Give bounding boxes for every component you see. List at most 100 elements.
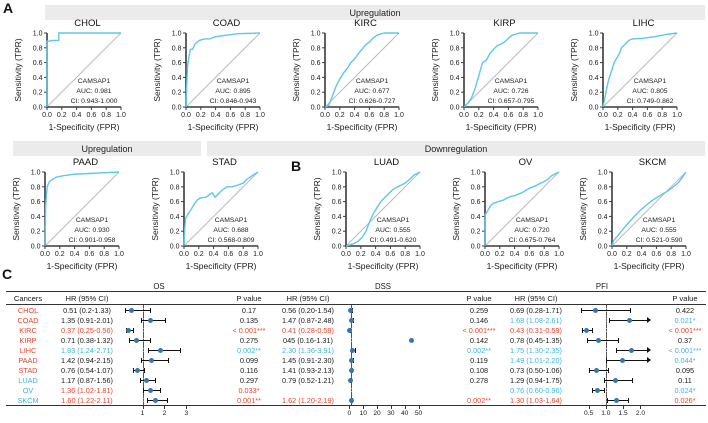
y-tick-label: 0.8 — [311, 45, 321, 52]
axis-tick — [588, 406, 590, 409]
x-tick-label: 0.4 — [70, 251, 80, 258]
p-value: 0.095 — [675, 365, 695, 375]
auc-label: AUC: 0.688 — [213, 227, 248, 234]
y-tick-label: 1.0 — [589, 31, 599, 38]
axis-spacer — [498, 405, 574, 422]
y-axis-label: Sensitivity (TPR) — [312, 177, 322, 240]
hr-value: 0.71 (0.38-1.32) — [61, 335, 113, 345]
forest-plot-cell-os — [124, 345, 230, 355]
p-value: 0.37 — [677, 335, 693, 345]
x-tick-label: 0.8 — [238, 251, 248, 258]
hr-point — [594, 367, 599, 373]
forest-plot-cell-pfi — [574, 365, 664, 375]
hr-value: 0.37 (0.25-0.56) — [61, 325, 113, 335]
ci-cap-low — [586, 337, 588, 343]
ci-cap-low — [132, 367, 134, 373]
gene-label: CAMSAP1 — [634, 78, 667, 85]
x-tick-label: 0.6 — [643, 112, 653, 119]
ci-cap-low — [608, 317, 610, 323]
axis-tick-label: 40 — [401, 410, 409, 417]
y-tick-label: 0.0 — [471, 244, 481, 251]
forest-plot-cell-pfi — [574, 345, 664, 355]
ci-label: CI: 0.491-0.620 — [370, 237, 417, 244]
ci-cap-low — [143, 387, 144, 393]
hr-point — [158, 347, 164, 353]
ci-cap-high — [617, 337, 619, 343]
x-tick-label: 0.4 — [371, 251, 381, 258]
hr-value: 1.75 (1.30-2.35) — [510, 345, 562, 355]
hr-point — [626, 317, 632, 323]
y-tick-label: 0.6 — [471, 199, 481, 206]
y-tick-label: 0.6 — [33, 60, 43, 67]
x-tick-label: 0.2 — [194, 251, 204, 258]
y-tick-label: 0.8 — [598, 184, 608, 191]
roc-curve — [463, 32, 538, 108]
diagonal-reference-line — [185, 32, 261, 108]
x-tick-label: 0.0 — [179, 251, 189, 258]
x-tick-label: 0.6 — [87, 112, 97, 119]
hr1-dashed-line — [605, 385, 607, 395]
panel-a-label: A — [3, 0, 14, 16]
forest-plot-cell-dss — [348, 395, 460, 405]
gene-label: CAMSAP1 — [78, 78, 111, 85]
roc-plot-svg: 0.00.0 0.2 0.2 0.4 0.4 0.6 0.6 0.8 0.8 1.0 1.0 Sens… — [569, 31, 682, 133]
roc-plot-svg: 0.00.0 0.2 0.2 0.4 0.4 0.6 0.6 0.8 0.8 1.0 1.0 Sens… — [13, 31, 126, 133]
y-tick-label: 1.0 — [471, 170, 481, 177]
roc-panel-lihc: LIHC 0.0 0.0 0.2 0.2 0.4 0.4 0.6 0.6 0.8 0.8 1.0 1.0… — [566, 18, 699, 138]
ci-bar — [580, 309, 631, 311]
ci-label: CI: 0.943-1.000 — [71, 98, 118, 105]
roc-panel-title: COAD — [212, 18, 241, 29]
forest-plot-cell-os — [124, 305, 230, 315]
x-tick-label: 0.0 — [598, 112, 608, 119]
ci-cap-low — [606, 397, 608, 403]
hr-value: 1.30 (1.03-1.64) — [510, 395, 562, 405]
hr1-dashed-line — [605, 345, 607, 355]
roc-plot-svg: 0.00.0 0.2 0.2 0.4 0.4 0.6 0.6 0.8 0.8 1.0 1.0 Sens… — [291, 31, 404, 133]
hr-point — [147, 387, 153, 393]
roc-panel-ov: OV 0.0 0.0 0.2 0.2 0.4 0.4 0.6 0.6 0.8 0.8 1.0 1.0 Se… — [448, 157, 581, 277]
auc-label: AUC: 0.677 — [354, 88, 389, 95]
roc-curve — [46, 32, 121, 107]
roc-curve — [44, 171, 120, 247]
p-value: 0.002** — [467, 395, 491, 405]
ci-cap-low — [580, 307, 582, 313]
roc-curve — [345, 171, 421, 247]
forest-plot-cell-os — [124, 315, 230, 325]
x-axis-label: 1-Specificity (FPR) — [614, 261, 685, 271]
hr-value: 2.30 (1.36-3.91) — [282, 345, 334, 355]
hr1-dashed-line — [350, 385, 352, 395]
axis-tick — [349, 406, 351, 409]
col-header-hr-os: HR (95% CI) — [50, 291, 124, 305]
cancer-label-ov: OV — [22, 385, 34, 395]
auc-label: AUC: 0.805 — [632, 88, 667, 95]
ci-cap-low — [588, 367, 590, 373]
axis-tick-label: 30 — [387, 410, 395, 417]
x-axis-label: 1-Specificity (FPR) — [348, 261, 419, 271]
cancer-label-luad: LUAD — [18, 375, 38, 385]
forest-plot-cell-pfi — [574, 385, 664, 395]
ci-cap-low — [140, 317, 142, 323]
hr-value: 1.42 (0.94-2.15) — [61, 355, 113, 365]
y-tick-label: 0.2 — [589, 90, 599, 97]
y-tick-label: 0.8 — [589, 45, 599, 52]
roc-panel-kirc: KIRC 0.0 0.0 0.2 0.2 0.4 0.4 0.6 0.6 0.8 0.8 1.0 1.0… — [288, 18, 421, 138]
ci-cap-low — [139, 377, 141, 383]
hr1-dashed-line — [350, 335, 352, 345]
ci-cap-low — [606, 357, 608, 363]
hr-point — [348, 317, 354, 323]
y-tick-label: 0.6 — [332, 199, 342, 206]
hr-value: 0.43 (0.31-0.59) — [510, 325, 562, 335]
hr-value: 1.62 (1.20-2.19) — [282, 395, 334, 405]
hr-value: 045 (0.16-1.31) — [283, 335, 333, 345]
p-value: 0.024* — [674, 385, 696, 395]
p-value: 0.422 — [675, 305, 695, 315]
roc-panel-title: LIHC — [632, 18, 655, 29]
hr-value: 1.60 (1.22-2.11) — [61, 395, 113, 405]
forest-plot-cell-dss — [347, 325, 460, 335]
roc-panel-kirp: KIRP 0.0 0.0 0.2 0.2 0.4 0.4 0.6 0.6 0.8 0.8 1.0 1.0… — [427, 18, 560, 138]
roc-curve — [611, 171, 687, 247]
x-tick-label: 1.0 — [681, 251, 691, 258]
ci-label: CI: 0.846-0.943 — [210, 98, 257, 105]
y-tick-label: 0.2 — [450, 90, 460, 97]
ci-cap-low — [129, 337, 131, 343]
